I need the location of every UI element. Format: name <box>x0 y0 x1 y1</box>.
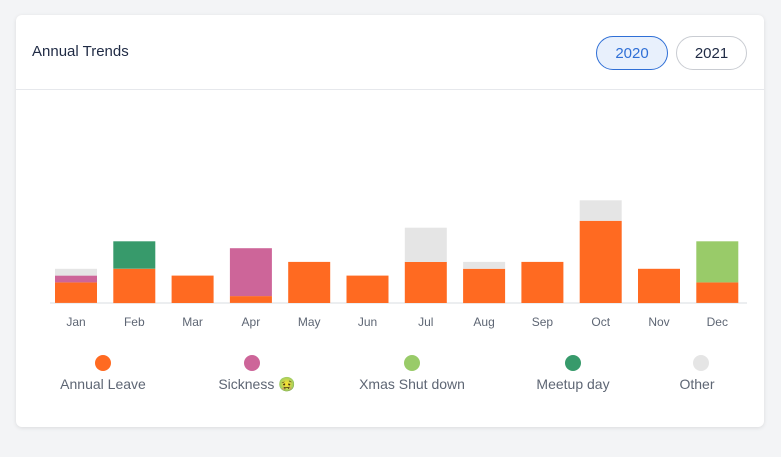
x-tick-label-jul: Jul <box>418 315 433 329</box>
x-tick-label-dec: Dec <box>707 315 728 329</box>
legend-dot-annual-leave <box>95 355 111 371</box>
x-tick-label-jun: Jun <box>358 315 377 329</box>
legend-dot-other <box>693 355 709 371</box>
card-title: Annual Trends <box>32 43 129 60</box>
bar-feb-annual-leave[interactable] <box>113 268 156 304</box>
bar-jan-sickness[interactable] <box>55 275 97 283</box>
bar-apr-sickness[interactable] <box>229 248 272 297</box>
bar-jan-annual-leave[interactable] <box>55 282 97 303</box>
x-tick-label-oct: Oct <box>591 315 610 329</box>
x-tick-label-aug: Aug <box>473 315 494 329</box>
bar-aug-other[interactable] <box>463 261 506 269</box>
bar-aug-annual-leave[interactable] <box>463 268 506 304</box>
bar-sep-annual-leave[interactable] <box>521 261 564 303</box>
bar-dec-annual-leave[interactable] <box>696 282 739 303</box>
annual-trends-card: Annual Trends 2020 2021 Jan Feb Mar Apr May J… <box>16 15 764 427</box>
legend-item-meetup-day[interactable]: Meetup day <box>508 355 638 399</box>
bar-dec-xmas-shut-down[interactable] <box>696 241 739 283</box>
stacked-bar-chart: Jan Feb Mar Apr May Jun Jul Aug Sep Oct Nov Dec <box>50 200 747 329</box>
nauseated-face-icon: 🤢 <box>278 376 296 392</box>
card-header: Annual Trends 2020 2021 <box>16 15 764 90</box>
x-tick-label-feb: Feb <box>124 315 145 329</box>
bar-may-annual-leave[interactable] <box>288 261 331 303</box>
legend-dot-meetup-day <box>565 355 581 371</box>
legend-label-sickness-text: Sickness <box>218 376 275 392</box>
legend-dot-sickness <box>244 355 260 371</box>
legend-label-annual-leave: Annual Leave <box>60 376 146 392</box>
bar-mar-annual-leave[interactable] <box>171 275 214 303</box>
legend-item-annual-leave[interactable]: Annual Leave <box>38 355 168 399</box>
legend-label-other: Other <box>679 376 715 392</box>
bar-jul-annual-leave[interactable] <box>404 261 447 303</box>
bar-jan-other[interactable] <box>55 268 97 276</box>
legend-item-sickness[interactable]: Sickness 🤢 <box>192 355 322 399</box>
bar-apr-annual-leave[interactable] <box>229 296 272 303</box>
x-tick-label-sep: Sep <box>532 315 554 329</box>
legend-label-sickness: Sickness 🤢 <box>192 376 322 393</box>
x-tick-label-apr: Apr <box>242 315 261 329</box>
year-2021-button[interactable]: 2021 <box>676 36 747 70</box>
bar-feb-meetup-day[interactable] <box>113 241 156 269</box>
legend-item-xmas-shut-down[interactable]: Xmas Shut down <box>347 355 477 399</box>
legend-label-xmas-shut-down: Xmas Shut down <box>359 376 465 392</box>
legend-dot-xmas-shut-down <box>404 355 420 371</box>
bar-oct-other[interactable] <box>579 200 622 221</box>
bar-jul-other[interactable] <box>404 227 447 262</box>
x-tick-label-jan: Jan <box>66 315 85 329</box>
legend-label-meetup-day: Meetup day <box>536 376 610 392</box>
bar-oct-annual-leave[interactable] <box>579 220 622 303</box>
year-2020-button[interactable]: 2020 <box>596 36 668 70</box>
bar-jun-annual-leave[interactable] <box>346 275 389 303</box>
x-tick-label-may: May <box>298 315 321 329</box>
legend-item-other[interactable]: Other <box>632 355 762 399</box>
bar-nov-annual-leave[interactable] <box>638 268 680 304</box>
x-tick-label-mar: Mar <box>182 315 203 329</box>
x-tick-label-nov: Nov <box>648 315 669 329</box>
